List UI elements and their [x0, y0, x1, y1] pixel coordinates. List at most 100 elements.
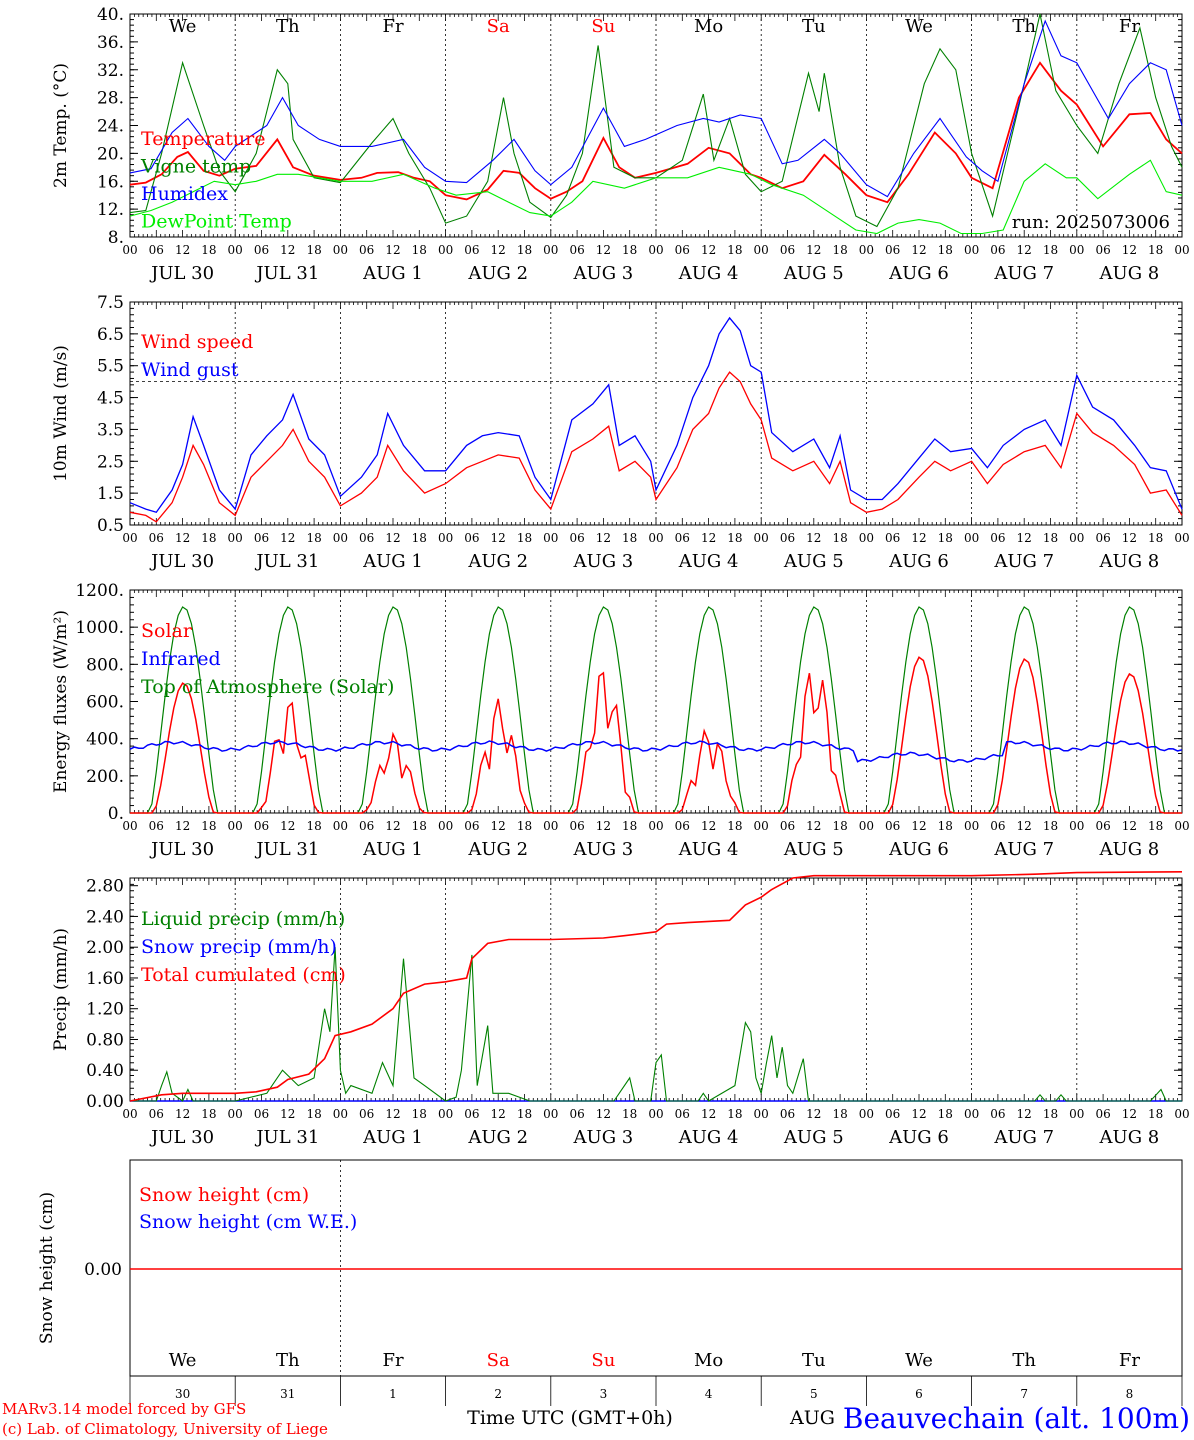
- temp-legend-entry: Humidex: [141, 183, 228, 205]
- precip-hour-label: 12: [911, 1107, 926, 1121]
- temp-weekday-label: Sa: [487, 16, 510, 37]
- precip-hour-label: 06: [359, 1107, 374, 1121]
- temp-hour-label: 06: [359, 243, 374, 257]
- wind-y-tick-label: 4.5: [97, 389, 124, 409]
- temp-hour-label: 06: [675, 243, 690, 257]
- precip-y-tick-label: 0.80: [86, 1030, 124, 1050]
- energy-date-label: AUG 3: [573, 839, 634, 860]
- precip-y-tick-label: 1.20: [86, 1000, 124, 1020]
- snow-legend-entry: Snow height (cm): [139, 1184, 309, 1206]
- energy-hour-label: 12: [1017, 819, 1032, 833]
- wind-hour-label: 06: [1095, 531, 1110, 545]
- wind-hour-label: 00: [333, 531, 348, 545]
- energy-series-solar: [130, 656, 1182, 814]
- energy-hour-label: 12: [596, 819, 611, 833]
- temp-hour-label: 00: [228, 243, 243, 257]
- temp-series-dewpoint-temp: [129, 159, 1183, 235]
- wind-date-label: AUG 1: [362, 551, 423, 572]
- snow-weekday-label: Su: [591, 1350, 615, 1371]
- energy-hour-label: 18: [938, 819, 953, 833]
- precip-hour-label: 00: [333, 1107, 348, 1121]
- wind-hour-label: 12: [911, 531, 926, 545]
- precip-hour-label: 18: [306, 1107, 321, 1121]
- precip-hour-label: 06: [569, 1107, 584, 1121]
- precip-hour-label: 06: [464, 1107, 479, 1121]
- precip-date-label: AUG 3: [573, 1127, 634, 1148]
- temp-hour-label: 06: [990, 243, 1005, 257]
- precip-date-label: JUL 31: [254, 1127, 319, 1148]
- wind-hour-label: 18: [412, 531, 427, 545]
- wind-hour-label: 00: [1174, 531, 1189, 545]
- temp-legend-entry: Temperature: [141, 128, 265, 150]
- energy-hour-label: 00: [543, 819, 558, 833]
- wind-y-tick-label: 0.5: [97, 516, 124, 536]
- temp-y-tick-label: 40.: [97, 5, 124, 25]
- precip-date-label: AUG 2: [467, 1127, 528, 1148]
- snow-weekday-label: Fr: [1119, 1350, 1140, 1371]
- precip-hour-label: 18: [622, 1107, 637, 1121]
- wind-date-label: AUG 4: [678, 551, 739, 572]
- temp-hour-label: 18: [622, 243, 637, 257]
- temp-date-label: JUL 31: [254, 263, 319, 284]
- energy-hour-label: 18: [727, 819, 742, 833]
- wind-hour-label: 12: [385, 531, 400, 545]
- wind-hour-label: 00: [438, 531, 453, 545]
- temp-weekday-label: Mo: [694, 16, 723, 37]
- temp-date-label: JUL 30: [149, 263, 214, 284]
- wind-hour-label: 12: [596, 531, 611, 545]
- precip-y-tick-label: 0.00: [86, 1092, 124, 1112]
- temp-legend-entry: Vigne temp: [140, 156, 251, 178]
- temp-y-tick-label: 24.: [97, 117, 124, 137]
- wind-date-label: AUG 7: [993, 551, 1054, 572]
- temp-y-axis-label: 2m Temp. (°C): [51, 63, 71, 188]
- precip-hour-label: 00: [648, 1107, 663, 1121]
- temp-hour-label: 06: [569, 243, 584, 257]
- wind-hour-label: 00: [228, 531, 243, 545]
- wind-hour-label: 18: [622, 531, 637, 545]
- wind-hour-label: 06: [464, 531, 479, 545]
- snow-day-number: 8: [1126, 1387, 1134, 1401]
- wind-series-wind-gust: [129, 316, 1183, 514]
- temp-weekday-label: Fr: [382, 16, 403, 37]
- wind-hour-label: 12: [491, 531, 506, 545]
- wind-y-tick-label: 6.5: [97, 325, 124, 345]
- wind-hour-label: 00: [648, 531, 663, 545]
- precip-hour-label: 18: [832, 1107, 847, 1121]
- energy-hour-label: 00: [228, 819, 243, 833]
- temp-y-tick-label: 12.: [97, 200, 124, 220]
- temp-hour-label: 12: [175, 243, 190, 257]
- energy-hour-label: 18: [1043, 819, 1058, 833]
- precip-series-liquid: [130, 947, 1182, 1102]
- precip-legend-entry: Snow precip (mm/h): [141, 936, 337, 958]
- temp-y-tick-label: 8.: [108, 228, 124, 248]
- temp-date-label: AUG 1: [362, 263, 423, 284]
- precip-hour-label: 12: [175, 1107, 190, 1121]
- energy-hour-label: 12: [491, 819, 506, 833]
- energy-hour-label: 06: [254, 819, 269, 833]
- wind-hour-label: 18: [727, 531, 742, 545]
- wind-hour-label: 00: [122, 531, 137, 545]
- energy-hour-label: 12: [911, 819, 926, 833]
- temp-hour-label: 12: [701, 243, 716, 257]
- snow-weekday-label: We: [905, 1350, 933, 1371]
- energy-date-label: AUG 1: [362, 839, 423, 860]
- temp-hour-label: 18: [727, 243, 742, 257]
- energy-legend-entry: Top of Atmosphere (Solar): [141, 676, 394, 698]
- precip-hour-label: 18: [201, 1107, 216, 1121]
- snow-y-axis-label: Snow height (cm): [37, 1192, 57, 1344]
- precip-hour-label: 12: [1017, 1107, 1032, 1121]
- energy-hour-label: 00: [122, 819, 137, 833]
- wind-date-label: AUG 5: [783, 551, 844, 572]
- temp-hour-label: 00: [122, 243, 137, 257]
- wind-y-axis-label: 10m Wind (m/s): [51, 345, 71, 482]
- precip-hour-label: 12: [385, 1107, 400, 1121]
- precip-hour-label: 12: [701, 1107, 716, 1121]
- wind-hour-label: 12: [280, 531, 295, 545]
- temp-y-tick-label: 36.: [97, 33, 124, 53]
- energy-hour-label: 18: [517, 819, 532, 833]
- wind-hour-label: 12: [1122, 531, 1137, 545]
- wind-hour-label: 00: [754, 531, 769, 545]
- temp-hour-label: 12: [1017, 243, 1032, 257]
- precip-hour-label: 00: [1069, 1107, 1084, 1121]
- temp-date-label: AUG 4: [678, 263, 739, 284]
